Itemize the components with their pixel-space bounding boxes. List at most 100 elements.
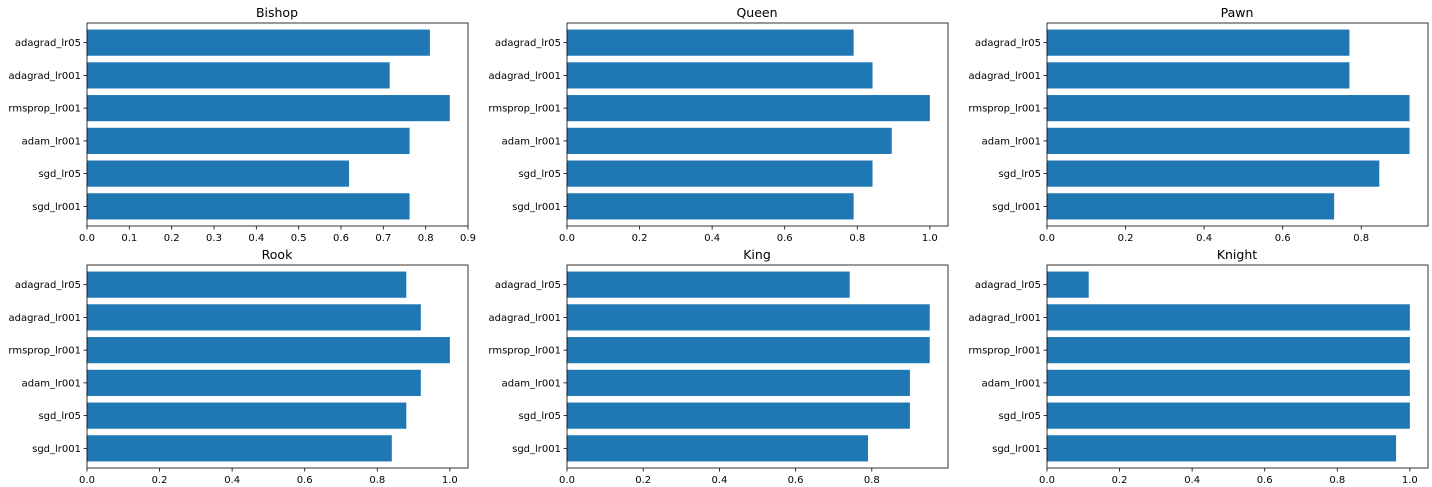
y-tick-label: adagrad_lr05 [15,38,81,49]
y-tick-label: sgd_lr001 [32,202,81,213]
x-tick-label: 0.3 [206,233,222,244]
bar-adam-lr001 [567,127,892,154]
bar-adam-lr001 [87,369,421,396]
bar-rmsprop-lr001 [87,337,450,364]
x-tick-label: 0.0 [559,233,575,244]
subplot-title: Rook [262,247,293,262]
y-tick-label: sgd_lr05 [518,411,561,422]
subplot-title: Pawn [1221,5,1254,20]
bar-rmsprop-lr001 [567,95,930,122]
x-tick-label: 0.4 [1184,475,1200,486]
bar-adagrad-lr001 [1047,304,1410,331]
y-tick-label: rmsprop_lr001 [968,104,1041,115]
bars [567,29,930,220]
x-tick-label: 0.4 [248,233,264,244]
axes-frame [1046,22,1429,227]
bar-adagrad-lr05 [1047,271,1089,298]
bars [87,29,450,220]
bar-rmsprop-lr001 [1047,95,1410,122]
y-tick-label: sgd_lr05 [38,411,81,422]
y-tick-label: adagrad_lr05 [975,280,1041,291]
y-tick-label: adagrad_lr001 [488,313,561,324]
y-tick-label: adam_lr001 [502,136,561,147]
x-tick-label: 1.0 [1402,475,1418,486]
y-tick-label: adagrad_lr001 [8,71,81,82]
subplot-title: King [743,247,771,262]
bar-adam-lr001 [1047,369,1410,396]
x-tick-label: 0.0 [1039,475,1055,486]
bar-adagrad-lr05 [567,29,854,56]
y-tick-label: rmsprop_lr001 [8,104,81,115]
x-tick-label: 0.2 [1112,475,1128,486]
y-tick-label: sgd_lr001 [992,444,1041,455]
bar-adam-lr001 [87,127,410,154]
y-tick-label: sgd_lr001 [32,444,81,455]
x-tick-label: 0.8 [849,233,865,244]
bar-adagrad-lr001 [567,304,930,331]
x-tick-label: 0.8 [1353,233,1369,244]
bar-adagrad-lr001 [87,62,390,89]
x-tick-label: 0.0 [559,475,575,486]
bar-adagrad-lr001 [1047,62,1350,89]
y-tick-label: adam_lr001 [502,378,561,389]
y-tick-label: adam_lr001 [22,378,81,389]
y-tick-label: adagrad_lr001 [968,313,1041,324]
subplot-queen: Queen adagrad_lr05 adagrad_lr001 rmsprop_l… [488,5,949,244]
x-tick-label: 0.7 [375,233,391,244]
x-tick-label: 0.0 [79,475,95,486]
bars [567,271,930,462]
bar-adam-lr001 [1047,127,1410,154]
bar-sgd-lr05 [87,160,350,187]
bars [87,271,450,462]
bar-adagrad-lr05 [567,271,850,298]
x-tick-label: 0.6 [1275,233,1291,244]
x-tick-label: 0.4 [704,233,720,244]
bar-rmsprop-lr001 [1047,337,1410,364]
y-tick-label: rmsprop_lr001 [488,104,561,115]
bar-sgd-lr001 [1047,193,1335,220]
x-tick-label: 0.6 [297,475,313,486]
x-tick-label: 0.8 [369,475,385,486]
subplot-bishop: Bishop adagrad_lr05 adagrad_lr001 rmsprop_… [8,5,476,244]
bar-sgd-lr001 [87,435,392,462]
x-tick-label: 0.6 [777,233,793,244]
bar-rmsprop-lr001 [567,337,930,364]
bar-adagrad-lr001 [87,304,421,331]
bar-sgd-lr001 [567,435,868,462]
y-tick-label: adam_lr001 [22,136,81,147]
bar-rmsprop-lr001 [87,95,450,122]
x-tick-label: 0.6 [788,475,804,486]
y-tick-label: sgd_lr05 [998,411,1041,422]
y-tick-label: rmsprop_lr001 [8,346,81,357]
bars [1047,271,1410,462]
y-tick-label: adagrad_lr05 [15,280,81,291]
y-tick-label: adagrad_lr05 [495,280,561,291]
subplot-king: King adagrad_lr05 adagrad_lr001 rmsprop_lr… [488,247,949,486]
bar-sgd-lr001 [87,193,410,220]
y-tick-label: rmsprop_lr001 [968,346,1041,357]
x-tick-label: 0.4 [711,475,727,486]
bar-adagrad-lr05 [1047,29,1350,56]
subplot-pawn: Pawn adagrad_lr05 adagrad_lr001 rmsprop_lr… [968,5,1429,244]
x-tick-label: 0.2 [152,475,168,486]
subplot-knight: Knight adagrad_lr05 adagrad_lr001 rmsprop_… [968,247,1429,486]
subplot-rook: Rook adagrad_lr05 adagrad_lr001 rmsprop_lr… [8,247,469,486]
y-tick-label: rmsprop_lr001 [488,346,561,357]
y-tick-label: sgd_lr001 [992,202,1041,213]
subplot-title: Bishop [256,5,298,20]
bar-sgd-lr05 [567,402,910,429]
subplot-title: Knight [1217,247,1257,262]
bar-sgd-lr001 [1047,435,1397,462]
x-tick-label: 1.0 [442,475,458,486]
bar-sgd-lr05 [567,160,873,187]
x-tick-label: 0.2 [632,233,648,244]
x-tick-label: 0.8 [418,233,434,244]
x-tick-label: 1.0 [922,233,938,244]
x-tick-label: 0.2 [164,233,180,244]
y-tick-label: sgd_lr001 [512,444,561,455]
bars [1047,29,1410,220]
x-tick-label: 0.2 [1118,233,1134,244]
bar-sgd-lr05 [1047,402,1410,429]
x-tick-label: 0.5 [291,233,307,244]
